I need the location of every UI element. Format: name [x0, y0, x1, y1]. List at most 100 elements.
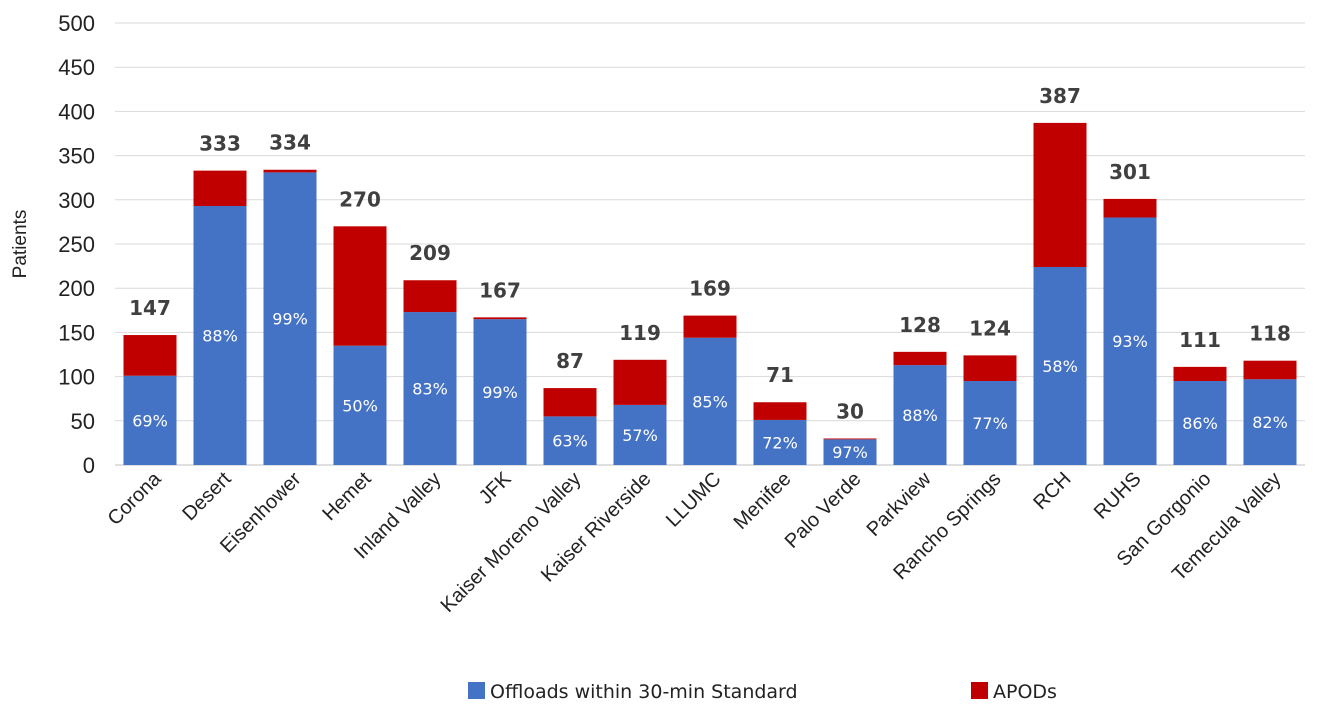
bar-segment-apods — [1103, 198, 1157, 218]
total-label: 124 — [969, 316, 1011, 340]
category-label: Hemet — [318, 468, 376, 526]
percent-label: 77% — [972, 414, 1008, 433]
total-label: 128 — [899, 313, 941, 337]
bar-segment-apods — [1173, 366, 1227, 382]
bar-segment-apods — [963, 355, 1017, 382]
total-label: 87 — [556, 349, 584, 373]
bar-segment-offloads — [193, 205, 247, 465]
total-label: 333 — [199, 132, 241, 156]
y-tick-label: 100 — [58, 365, 95, 390]
y-tick-label: 200 — [58, 276, 95, 301]
percent-label: 99% — [482, 383, 518, 402]
y-tick-label: 500 — [58, 11, 95, 36]
bar-segment-apods — [613, 359, 667, 405]
bar-segment-apods — [403, 280, 457, 313]
bar-segment-apods — [683, 315, 737, 338]
bar-segment-apods — [823, 438, 877, 440]
category-label: LLUMC — [662, 468, 725, 531]
percent-label: 82% — [1252, 413, 1288, 432]
percent-label: 88% — [202, 326, 238, 345]
bar-segment-apods — [893, 351, 947, 366]
legend: Offloads within 30-min Standard APODs — [468, 681, 1057, 703]
total-label: 119 — [619, 321, 661, 345]
percent-label: 50% — [342, 396, 378, 415]
percent-label: 88% — [902, 406, 938, 425]
total-label: 30 — [836, 399, 864, 423]
y-tick-label: 350 — [58, 144, 95, 169]
y-tick-label: 400 — [58, 99, 95, 124]
bar-segment-offloads — [613, 404, 667, 465]
bar-segment-offloads — [473, 319, 527, 465]
percent-label: 83% — [412, 380, 448, 399]
bar-segment-offloads — [403, 312, 457, 465]
bar-segment-offloads — [1033, 266, 1087, 465]
total-label: 167 — [479, 278, 521, 302]
bar-segment-offloads — [893, 365, 947, 465]
legend-item-offloads-swatch — [468, 682, 485, 699]
percent-label: 58% — [1042, 357, 1078, 376]
bar-segment-apods — [1243, 360, 1297, 380]
category-label: Palo Verde — [781, 468, 866, 553]
total-label: 209 — [409, 241, 451, 265]
legend-item-apods-label: APODs — [993, 681, 1057, 703]
y-tick-label: 0 — [83, 453, 95, 478]
total-label: 118 — [1249, 322, 1291, 346]
percent-label: 86% — [1182, 414, 1218, 433]
y-axis-ticks: 0 50 100 150 200 250 300 350 400 450 500 — [58, 11, 95, 478]
bar-segment-offloads — [683, 337, 737, 465]
total-label: 169 — [689, 277, 731, 301]
percent-label: 93% — [1112, 332, 1148, 351]
bar-segment-apods — [1033, 122, 1087, 267]
y-axis-title: Patients — [10, 210, 31, 279]
category-label: RCH — [1029, 468, 1075, 514]
category-label: Parkview — [863, 468, 936, 541]
bar-segment-offloads — [1173, 381, 1227, 465]
bar-segment-offloads — [123, 375, 177, 465]
percent-label: 85% — [692, 392, 728, 411]
percent-label: 99% — [272, 310, 308, 329]
total-label: 71 — [766, 363, 794, 387]
total-label: 147 — [129, 296, 171, 320]
bar-segment-offloads — [823, 439, 877, 465]
total-label: 334 — [269, 131, 311, 155]
bar-segment-offloads — [333, 345, 387, 465]
bars: 69% 147 88% 333 99% 334 50% 270 83% 209 99% 167 63% 8… — [123, 84, 1297, 465]
total-label: 111 — [1179, 328, 1221, 352]
bar-segment-apods — [333, 226, 387, 346]
bar-segment-offloads — [543, 416, 597, 465]
percent-label: 63% — [552, 432, 588, 451]
bar-segment-apods — [193, 170, 247, 206]
legend-item-apods-swatch — [971, 682, 988, 699]
category-label: JFK — [475, 468, 516, 509]
bar-segment-apods — [753, 402, 807, 420]
total-label: 387 — [1039, 84, 1081, 108]
percent-label: 69% — [132, 411, 168, 430]
bar-segment-apods — [473, 317, 527, 320]
bar-segment-offloads — [263, 172, 317, 465]
bar-segment-offloads — [963, 381, 1017, 465]
total-label: 270 — [339, 187, 381, 211]
y-tick-label: 450 — [58, 55, 95, 80]
percent-label: 97% — [832, 443, 868, 462]
percent-label: 57% — [622, 426, 658, 445]
total-label: 301 — [1109, 160, 1151, 184]
bar-segment-apods — [543, 388, 597, 417]
category-label: Desert — [178, 468, 236, 526]
category-label: RUHS — [1090, 468, 1146, 524]
y-tick-label: 250 — [58, 232, 95, 257]
category-label: Menifee — [730, 468, 796, 534]
bar-segment-offloads — [753, 419, 807, 465]
category-label: Kaiser Moreno Valley — [437, 468, 586, 617]
legend-item-offloads-label: Offloads within 30-min Standard — [490, 681, 798, 703]
bar-segment-offloads — [1103, 217, 1157, 465]
y-tick-label: 150 — [58, 320, 95, 345]
bar-segment-apods — [263, 169, 317, 173]
y-tick-label: 50 — [71, 409, 95, 434]
percent-label: 72% — [762, 433, 798, 452]
bar-segment-offloads — [1243, 379, 1297, 465]
category-label: Corona — [104, 467, 167, 530]
bar-segment-apods — [123, 335, 177, 376]
y-tick-label: 300 — [58, 188, 95, 213]
